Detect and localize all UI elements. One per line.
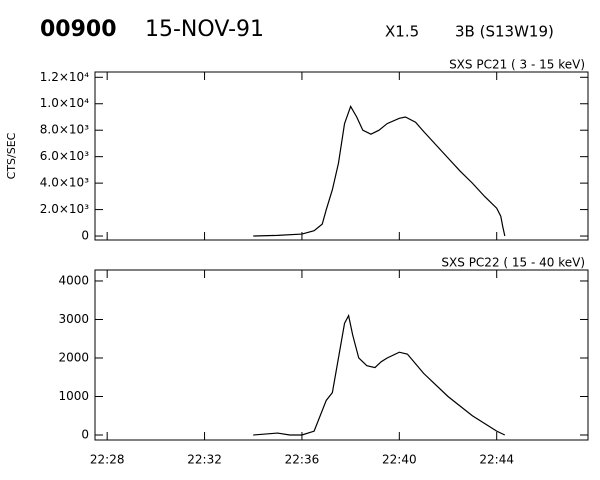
y-tick-label: 4000 — [58, 273, 89, 287]
y-tick-label: 0 — [81, 229, 89, 243]
x-tick-label: 22:40 — [382, 453, 417, 467]
y-tick-label: 2.0×10³ — [40, 202, 89, 216]
plot-frame — [94, 71, 589, 241]
y-tick-label: 4.0×10³ — [40, 176, 89, 190]
event-date: 15-NOV-91 — [145, 17, 264, 42]
y-tick-label: 1000 — [58, 389, 89, 403]
y-tick-label: 8.0×10³ — [40, 123, 89, 137]
panel-title: SXS PC21 ( 3 - 15 keV) — [449, 58, 585, 72]
y-tick-label: 2000 — [58, 350, 89, 364]
event-id: 00900 — [40, 17, 117, 42]
y-tick-label: 1.2×10⁴ — [40, 70, 89, 84]
y-tick-label: 1.0×10⁴ — [40, 96, 89, 110]
y-tick-label: 0 — [81, 427, 89, 441]
plot-frame — [94, 269, 589, 441]
y-axis-label: CTS/SEC — [5, 132, 18, 179]
x-tick-label: 22:36 — [285, 453, 320, 467]
data-line — [253, 313, 506, 436]
x-tick-label: 22:44 — [479, 453, 514, 467]
data-line — [253, 104, 506, 237]
flare-location: 3B (S13W19) — [455, 23, 554, 41]
x-tick-label: 22:28 — [90, 453, 125, 467]
flare-class: X1.5 — [385, 23, 419, 41]
x-tick-label: 22:32 — [187, 453, 222, 467]
y-tick-label: 3000 — [58, 312, 89, 326]
y-tick-label: 6.0×10³ — [40, 149, 89, 163]
panel-title: SXS PC22 ( 15 - 40 keV) — [441, 256, 585, 270]
